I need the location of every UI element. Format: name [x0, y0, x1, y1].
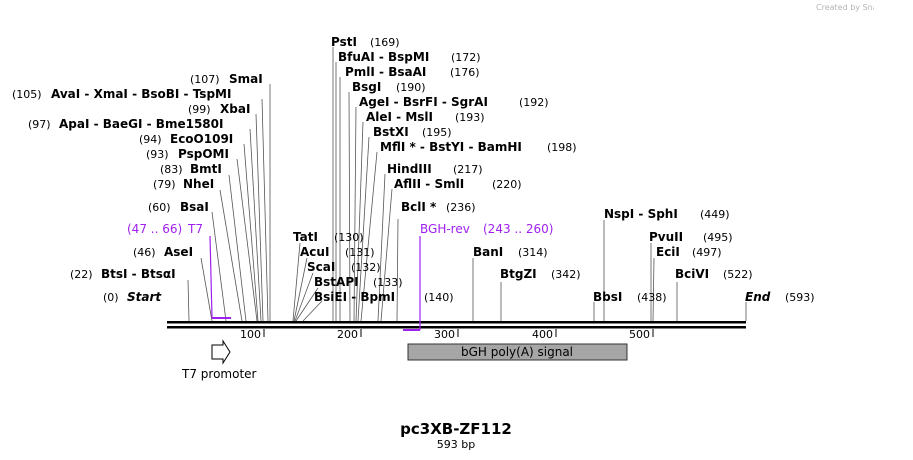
site-label: AvaI - XmaI - BsoBI - TspMI	[51, 87, 231, 101]
ruler-label: 500	[629, 328, 650, 341]
primer-label: T7	[187, 222, 203, 236]
site-position: (495)	[703, 231, 733, 244]
site-position: (172)	[451, 51, 481, 64]
site-label: End	[745, 290, 771, 304]
snapgene-logo	[874, 2, 912, 12]
site-position: (83)	[160, 163, 183, 176]
site-label: BtgZI	[500, 267, 537, 281]
primer-connector	[209, 235, 213, 319]
site-label: SmaI	[229, 72, 263, 86]
site-position: (105)	[12, 88, 42, 101]
ruler-label: 100	[240, 328, 261, 341]
site-position: (97)	[28, 118, 51, 131]
site-label: BanI	[473, 245, 503, 259]
site-position: (593)	[785, 291, 815, 304]
site-label: TatI	[293, 230, 318, 244]
site-position: (140)	[424, 291, 454, 304]
site-label: BsgI	[352, 80, 381, 94]
site-label: MflI * - BstYI - BamHI	[380, 140, 522, 154]
site-position: (438)	[637, 291, 667, 304]
feature-label: bGH poly(A) signal	[461, 345, 573, 359]
site-label: PvuII	[649, 230, 683, 244]
site-label: BsiEI - BpmI	[314, 290, 395, 304]
primer-bgh-rev: BGH-rev (243 .. 260)	[403, 222, 553, 331]
site-label: BbsI	[593, 290, 622, 304]
site-position: (236)	[446, 201, 476, 214]
site-label: ScaI	[307, 260, 335, 274]
primer-label: BGH-rev	[420, 222, 470, 236]
ruler-label: 300	[434, 328, 455, 341]
feature-label: T7 promoter	[181, 367, 257, 381]
ruler-label: 200	[337, 328, 358, 341]
site-label: BtsI - BtsαI	[101, 267, 176, 281]
site-label: BmtI	[190, 162, 222, 176]
feature-bgh-polya: bGH poly(A) signal	[407, 343, 628, 361]
site-label: AcuI	[300, 245, 329, 259]
site-position: (220)	[492, 178, 522, 191]
site-position: (0)	[103, 291, 119, 304]
site-position: (22)	[70, 268, 93, 281]
site-position: (130)	[334, 231, 364, 244]
site-label: EciI	[656, 245, 680, 259]
site-position: (131)	[345, 246, 375, 259]
site-label: BclI *	[401, 200, 437, 214]
site-label: AgeI - BsrFI - SgrAI	[359, 95, 488, 109]
site-position: (497)	[692, 246, 722, 259]
site-position: (79)	[153, 178, 176, 191]
site-position: (107)	[190, 73, 220, 86]
site-label: AseI	[164, 245, 193, 259]
site-position: (195)	[422, 126, 452, 139]
ruler: 100 200 300 400 500	[240, 328, 654, 341]
site-label: BsaI	[180, 200, 209, 214]
feature-box	[407, 343, 628, 361]
site-label: PstI	[331, 35, 357, 49]
primer-range: (47 .. 66)	[127, 222, 182, 236]
site-position: (217)	[453, 163, 483, 176]
site-connectors	[187, 47, 747, 322]
site-label: BfuAI - BspMI	[338, 50, 429, 64]
site-position: (176)	[450, 66, 480, 79]
site-position: (132)	[351, 261, 381, 274]
site-position: (449)	[700, 208, 730, 221]
site-label: NheI	[183, 177, 214, 191]
site-label: BstXI	[373, 125, 409, 139]
primer-range: (243 .. 260)	[483, 222, 553, 236]
site-position: (169)	[370, 36, 400, 49]
site-position: (93)	[146, 148, 169, 161]
map-title: pc3XB-ZF112	[400, 420, 512, 438]
site-position: (133)	[373, 276, 403, 289]
site-position: (46)	[133, 246, 156, 259]
site-label: HindIII	[387, 162, 432, 176]
site-position: (193)	[455, 111, 485, 124]
arrow-right-icon	[211, 339, 231, 365]
site-position: (99)	[188, 103, 211, 116]
feature-t7-promoter: T7 promoter	[181, 339, 257, 381]
site-label: BstAPI	[314, 275, 359, 289]
site-position: (522)	[723, 268, 753, 281]
site-position: (198)	[547, 141, 577, 154]
site-label: PspOMI	[178, 147, 229, 161]
ruler-label: 400	[532, 328, 553, 341]
site-label: XbaI	[220, 102, 250, 116]
site-label: ApaI - BaeGI - Bme1580I	[59, 117, 223, 131]
site-label: PmlI - BsaAI	[345, 65, 426, 79]
site-position: (314)	[518, 246, 548, 259]
primer-t7: (47 .. 66) T7	[127, 222, 231, 319]
map-subtitle: 593 bp	[437, 438, 475, 451]
site-position: (94)	[139, 133, 162, 146]
site-label: NspI - SphI	[604, 207, 678, 221]
site-position: (60)	[148, 201, 171, 214]
site-position: (192)	[519, 96, 549, 109]
site-position: (190)	[396, 81, 426, 94]
credit-text: Created by SnapGene	[816, 3, 904, 12]
sequence-backbone	[167, 321, 746, 329]
site-position: (342)	[551, 268, 581, 281]
site-label: Start	[127, 290, 162, 304]
site-label: AflII - SmlI	[394, 177, 464, 191]
site-labels: PstI (169) BfuAI - BspMI (172) PmlI - Bs…	[12, 35, 815, 304]
site-label: BciVI	[675, 267, 709, 281]
site-label: EcoO109I	[170, 132, 233, 146]
site-label: AleI - MslI	[366, 110, 433, 124]
